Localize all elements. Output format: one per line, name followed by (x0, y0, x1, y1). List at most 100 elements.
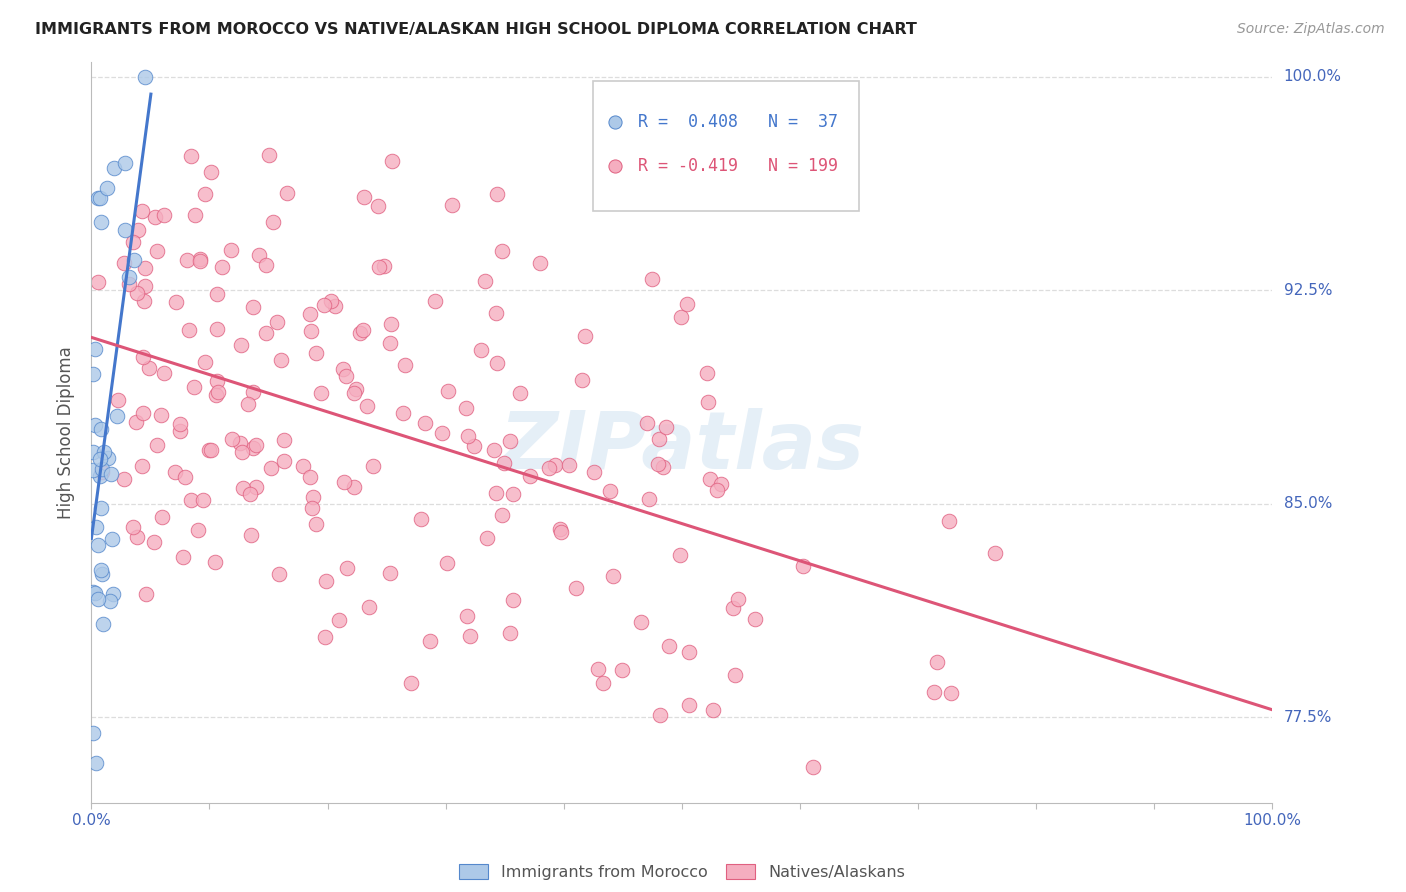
Text: 77.5%: 77.5% (1284, 710, 1331, 725)
Point (458, 629, 481, 643)
Point (492, 456, 515, 470)
Point (89, 451, 111, 466)
Point (305, 516, 328, 531)
Point (135, 587, 157, 601)
Point (373, 260, 395, 274)
Point (82, 463, 104, 477)
Point (207, 374, 229, 388)
Text: R = -0.419   N = 199: R = -0.419 N = 199 (638, 157, 838, 175)
Point (105, 409, 128, 423)
Point (231, 445, 253, 459)
Point (91, 617, 114, 632)
Point (650, 707, 672, 722)
Point (463, 439, 485, 453)
Point (457, 428, 479, 442)
Point (127, 223, 149, 237)
Point (349, 326, 371, 340)
Point (419, 634, 441, 648)
Point (394, 358, 416, 372)
Point (91, 465, 114, 479)
Point (436, 556, 458, 570)
Point (232, 481, 254, 495)
Point (87, 538, 110, 552)
Point (91, 567, 114, 582)
Point (678, 698, 700, 712)
Point (188, 254, 211, 268)
Point (710, 477, 733, 491)
Text: Source: ZipAtlas.com: Source: ZipAtlas.com (1237, 22, 1385, 37)
Point (152, 510, 174, 524)
Point (502, 593, 524, 607)
Point (205, 287, 228, 301)
Point (436, 825, 458, 839)
Point (529, 256, 551, 270)
Point (437, 384, 460, 398)
Point (724, 668, 747, 682)
Point (548, 522, 571, 536)
Point (266, 315, 288, 329)
Point (125, 531, 148, 545)
Point (204, 388, 226, 402)
Point (304, 346, 326, 360)
Point (96, 450, 118, 465)
Point (342, 480, 364, 494)
Point (353, 190, 375, 204)
Point (486, 356, 509, 370)
Point (187, 523, 209, 537)
Point (90, 462, 112, 476)
Point (143, 211, 166, 225)
Point (90, 501, 112, 516)
Point (134, 293, 156, 308)
Point (169, 417, 191, 431)
Point (84, 756, 107, 770)
Text: 100.0%: 100.0% (1284, 70, 1341, 84)
Point (409, 512, 432, 526)
Point (352, 323, 374, 337)
Point (571, 373, 593, 387)
Point (87, 191, 110, 205)
Point (484, 442, 506, 457)
Point (291, 459, 314, 474)
Point (125, 415, 148, 429)
Point (380, 566, 402, 581)
Point (485, 306, 508, 320)
Point (301, 490, 323, 504)
Point (922, 685, 945, 699)
Point (491, 244, 513, 258)
Point (592, 675, 614, 690)
Point (194, 187, 217, 202)
Point (498, 626, 520, 640)
Point (180, 493, 202, 508)
Point (344, 382, 367, 396)
Point (84, 343, 107, 357)
Point (636, 416, 658, 430)
Point (647, 457, 669, 471)
Point (301, 501, 323, 516)
Point (356, 400, 378, 414)
Point (262, 215, 284, 229)
Point (564, 582, 586, 596)
Point (380, 317, 402, 331)
Point (191, 493, 214, 508)
Point (603, 297, 626, 311)
Text: 85.0%: 85.0% (1284, 496, 1331, 511)
Point (169, 424, 191, 438)
Point (939, 686, 962, 700)
Point (538, 460, 561, 475)
Point (153, 208, 176, 222)
Point (456, 608, 478, 623)
Point (93, 445, 115, 459)
Point (219, 244, 242, 258)
Point (519, 468, 541, 483)
Point (273, 434, 295, 448)
Point (723, 601, 745, 615)
Point (367, 260, 389, 274)
FancyBboxPatch shape (593, 81, 859, 211)
Point (314, 298, 336, 312)
Point (143, 535, 166, 549)
Point (114, 223, 136, 237)
Text: R =  0.408   N =  37: R = 0.408 N = 37 (638, 112, 838, 130)
Point (247, 248, 270, 262)
Point (260, 460, 283, 475)
Point (423, 293, 446, 308)
